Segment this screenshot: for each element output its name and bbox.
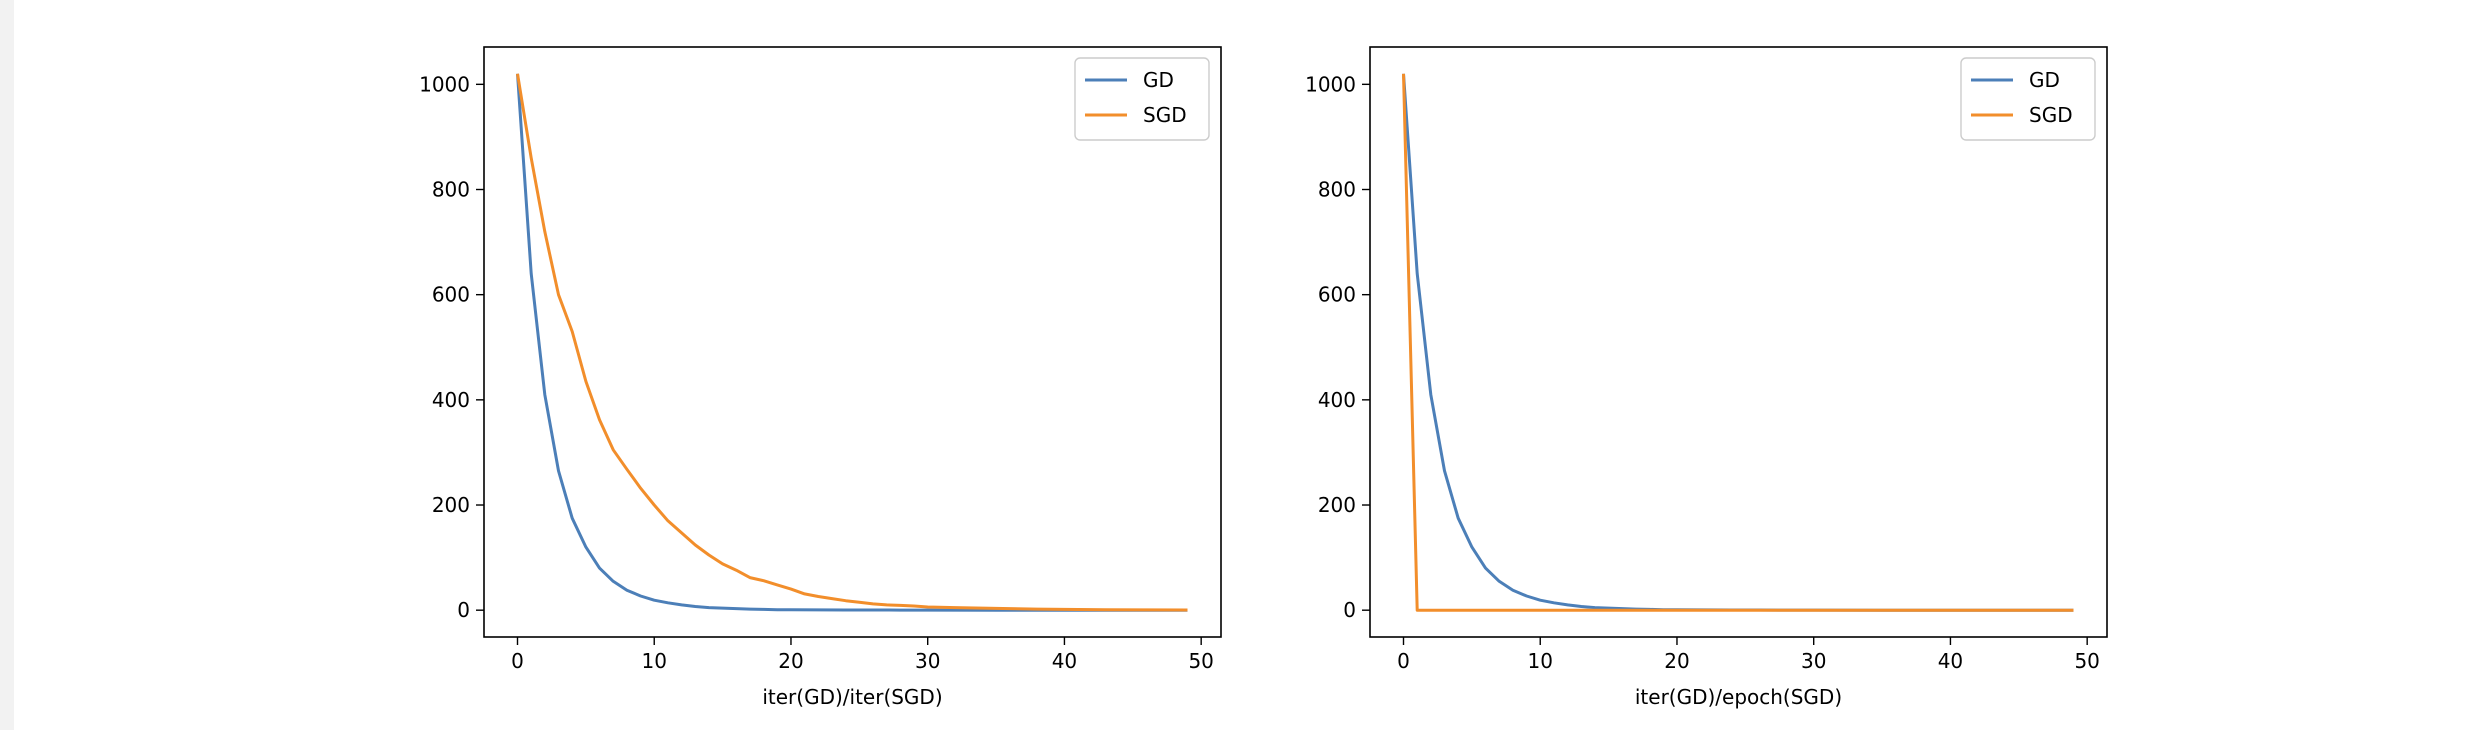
chart-2-x-tick-label: 10 bbox=[1528, 649, 1553, 673]
chart-1-x-tick-label: 30 bbox=[915, 649, 940, 673]
chart-1-x-tick-label: 0 bbox=[511, 649, 524, 673]
chart-1-x-tick-label: 10 bbox=[642, 649, 667, 673]
chart-2-x-tick-label: 0 bbox=[1397, 649, 1410, 673]
chart-2-x-tick-label: 20 bbox=[1664, 649, 1689, 673]
left-window-edge bbox=[0, 0, 14, 730]
chart-1-legend-box bbox=[1074, 57, 1210, 141]
chart-1-y-tick-label: 1000 bbox=[419, 72, 470, 96]
chart-1-legend-label-sgd: SGD bbox=[1143, 103, 1187, 127]
chart-2-y-tick-label: 0 bbox=[1343, 598, 1356, 622]
chart-2-legend-label-gd: GD bbox=[2029, 68, 2060, 92]
chart-1-x-axis-label: iter(GD)/iter(SGD) bbox=[762, 685, 942, 709]
chart-2-legend-box bbox=[1960, 57, 2096, 141]
chart-2-y-tick-label: 400 bbox=[1318, 388, 1356, 412]
chart-1-legend-label-gd: GD bbox=[1143, 68, 1174, 92]
chart-1-axes-frame bbox=[483, 46, 1222, 638]
chart-2-x-tick-label: 50 bbox=[2074, 649, 2099, 673]
chart-2-x-tick-label: 30 bbox=[1801, 649, 1826, 673]
chart-2-y-tick-label: 800 bbox=[1318, 178, 1356, 202]
chart-2-series-gd-line bbox=[1402, 73, 2074, 612]
chart-1-series-gd-line bbox=[516, 73, 1188, 612]
chart-2-y-tick-label: 1000 bbox=[1305, 72, 1356, 96]
chart-2-x-tick-label: 40 bbox=[1938, 649, 1963, 673]
chart-1-y-tick-label: 0 bbox=[457, 598, 470, 622]
chart-1-y-tick-label: 400 bbox=[432, 388, 470, 412]
chart-1-x-tick-label: 50 bbox=[1188, 649, 1213, 673]
chart-1-plot: 0 10 20 30 40 50 0 200 400 600 800 1000 iter(GD)/ite… bbox=[419, 46, 1222, 709]
chart-2-plot: 0 10 20 30 40 50 0 200 400 600 800 1000 iter(GD)/epo… bbox=[1305, 46, 2108, 709]
chart-2-axes-frame bbox=[1369, 46, 2108, 638]
chart-1-x-tick-label: 40 bbox=[1052, 649, 1077, 673]
chart-2-legend: GD SGD bbox=[1960, 57, 2096, 141]
chart-1-legend: GD SGD bbox=[1074, 57, 1210, 141]
chart-2-legend-label-sgd: SGD bbox=[2029, 103, 2073, 127]
chart-2-series-sgd-line bbox=[1402, 73, 2074, 612]
chart-1-x-tick-label: 20 bbox=[778, 649, 803, 673]
chart-2-y-tick-label: 600 bbox=[1318, 283, 1356, 307]
chart-1-y-tick-label: 800 bbox=[432, 178, 470, 202]
chart-1-y-tick-label: 200 bbox=[432, 493, 470, 517]
chart-1-y-tick-label: 600 bbox=[432, 283, 470, 307]
chart-1-series-sgd-line bbox=[516, 73, 1188, 612]
chart-2-x-axis-label: iter(GD)/epoch(SGD) bbox=[1635, 685, 1842, 709]
chart-2-y-tick-label: 200 bbox=[1318, 493, 1356, 517]
